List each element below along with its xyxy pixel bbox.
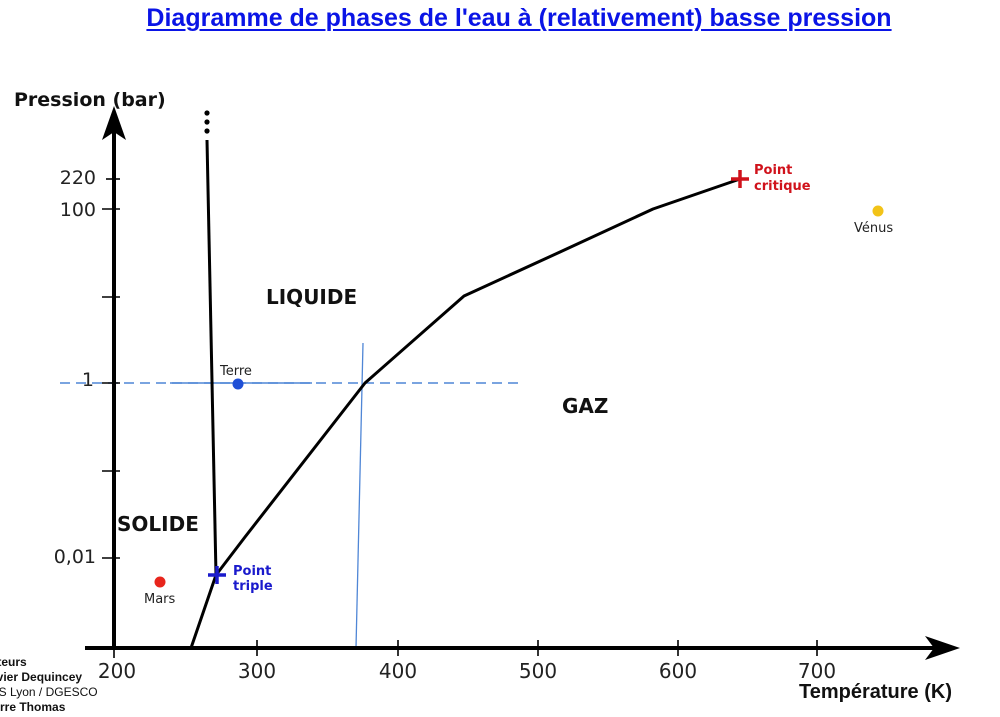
chart-title: Diagramme de phases de l'eau à (relative… (146, 4, 892, 32)
credits-affiliation: NS Lyon / DGESCO (0, 685, 98, 699)
x-tick-700: 700 (798, 659, 836, 683)
y-ticks (102, 178, 120, 559)
triple-point-label-2: triple (233, 579, 273, 594)
fusion-curve (205, 139, 218, 576)
x-tick-200: 200 (98, 659, 136, 683)
critical-point-label-2: critique (754, 179, 811, 194)
triple-point-label-1: Point (233, 564, 271, 579)
terre-label: Terre (219, 364, 252, 379)
mars-dot-icon (154, 576, 166, 588)
x-tick-600: 600 (659, 659, 697, 683)
x-axis-label: Température (K) (799, 681, 952, 703)
venus-label: Vénus (854, 221, 893, 236)
mars-label: Mars (144, 592, 176, 607)
venus-dot-icon (872, 205, 884, 217)
x-ticks (113, 640, 818, 658)
region-liquide: LIQUIDE (266, 285, 357, 309)
critical-point-label-1: Point (754, 163, 792, 178)
x-tick-400: 400 (379, 659, 417, 683)
x-axis-arrow-icon (925, 636, 960, 660)
y-axis-label: Pression (bar) (14, 89, 166, 111)
reference-line-boiling (355, 342, 364, 649)
y-axis-arrow-icon (102, 106, 126, 140)
credits-author-1: livier Dequincey (0, 670, 83, 684)
sublimation-vaporization-curve (189, 177, 741, 649)
region-gaz: GAZ (562, 394, 608, 418)
credits-author-2: ierre Thomas (0, 700, 66, 714)
y-tick-001: 0,01 (54, 546, 96, 568)
x-tick-500: 500 (519, 659, 557, 683)
triple-point-cross-icon (208, 566, 226, 584)
x-tick-300: 300 (238, 659, 276, 683)
region-solide: SOLIDE (117, 512, 199, 536)
y-tick-1: 1 (82, 369, 94, 391)
credits-heading: uteurs (0, 655, 27, 669)
terre-dot-icon (232, 378, 244, 390)
ellipsis-dots (204, 110, 210, 134)
y-tick-100: 100 (60, 199, 96, 221)
critical-point-cross-icon (731, 170, 749, 188)
credits: uteurs livier Dequincey NS Lyon / DGESCO… (0, 655, 98, 715)
y-tick-220: 220 (60, 167, 96, 189)
